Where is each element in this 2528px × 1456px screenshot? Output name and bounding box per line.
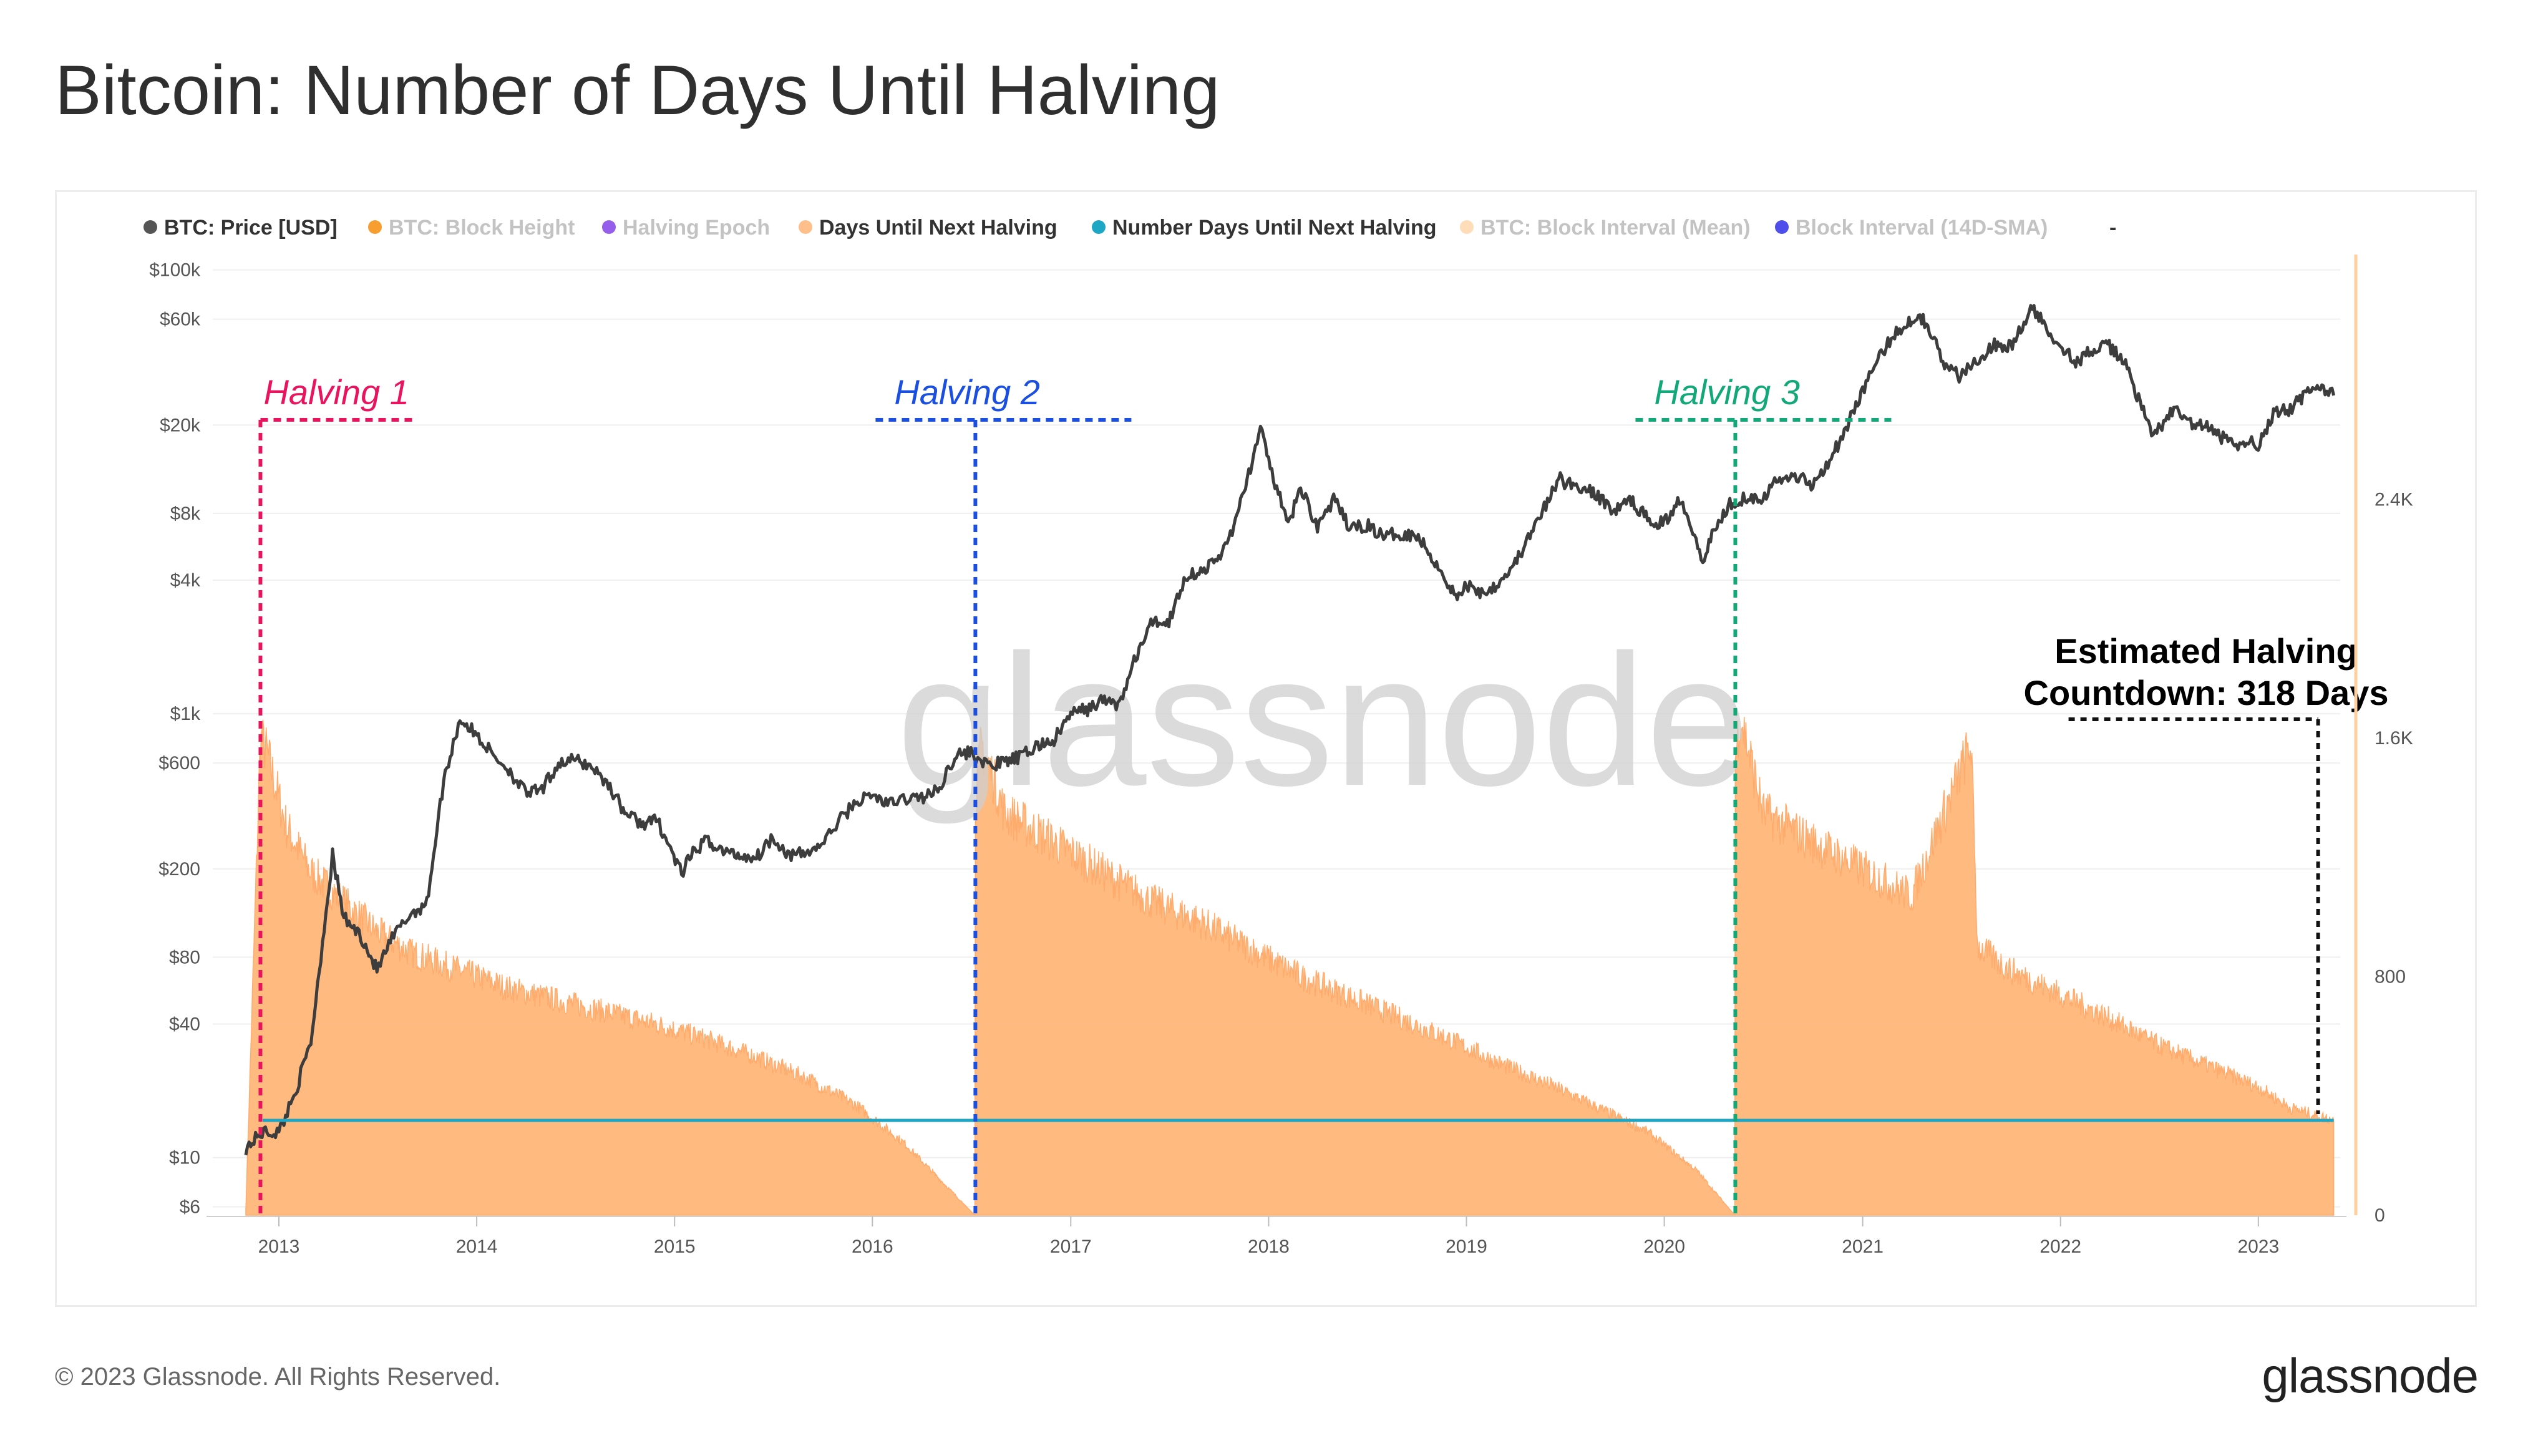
x-tick-label: 2015 — [654, 1236, 696, 1257]
legend-label: - — [2109, 216, 2116, 240]
y-left-tick-label: $4k — [170, 570, 201, 591]
legend-label: Block Interval (14D-SMA) — [1796, 216, 2048, 240]
legend-label: Halving Epoch — [623, 216, 770, 240]
watermark-text: glassnode — [897, 615, 1750, 826]
y-left-tick-label: $60k — [160, 309, 201, 330]
legend-label: BTC: Price [USD] — [164, 216, 338, 240]
legend-item[interactable]: BTC: Block Interval (Mean) — [1460, 216, 1751, 240]
legend-item[interactable]: BTC: Price [USD] — [143, 216, 338, 240]
x-tick-label: 2018 — [1248, 1236, 1290, 1257]
estimate-label-line2: Countdown: 318 Days — [2024, 673, 2389, 712]
y-left-tick-label: $600 — [158, 753, 200, 774]
estimate-label-line1: Estimated Halving — [2054, 631, 2357, 671]
legend-item[interactable]: - — [2109, 216, 2116, 240]
legend-item[interactable]: BTC: Block Height — [368, 216, 575, 240]
chart-panel: glassnode Halving 1 Halving 2 Halving 3 Est… — [55, 190, 2477, 1307]
y-left-tick-label: $40 — [169, 1014, 200, 1034]
y-left-tick-label: $6 — [180, 1197, 200, 1218]
y-left-tick-label: $100k — [149, 260, 201, 281]
legend-item[interactable]: Halving Epoch — [602, 216, 770, 240]
x-tick-label: 2016 — [852, 1236, 893, 1257]
legend-dot — [602, 220, 616, 234]
y-right-tick-label: 1.6K — [2375, 728, 2413, 749]
legend-dot — [143, 220, 157, 234]
y-left-tick-label: $1k — [170, 704, 201, 724]
copyright-text: © 2023 Glassnode. All Rights Reserved. — [55, 1363, 501, 1390]
halving1-label: Halving 1 — [263, 372, 409, 412]
btc-price-line — [244, 304, 2336, 1156]
legend-dot — [368, 220, 382, 234]
y-left-tick-label: $20k — [160, 415, 201, 435]
y-left-tick-label: $10 — [169, 1148, 200, 1168]
x-tick-label: 2023 — [2237, 1236, 2279, 1257]
legend-label: BTC: Block Interval (Mean) — [1480, 216, 1751, 240]
glassnode-logo: glassnode — [2262, 1348, 2479, 1403]
legend-item[interactable]: Days Until Next Halving — [799, 216, 1057, 240]
legend-dot — [1460, 220, 1474, 234]
legend-dot — [1775, 220, 1789, 234]
legend-label: Days Until Next Halving — [819, 216, 1057, 240]
legend-item[interactable]: Number Days Until Next Halving — [1092, 216, 1437, 240]
y-left-tick-label: $8k — [170, 503, 201, 524]
x-tick-label: 2019 — [1446, 1236, 1487, 1257]
y-left-tick-label: $200 — [158, 859, 200, 880]
y-right-tick-label: 0 — [2375, 1205, 2385, 1226]
days-until-halving-area — [245, 717, 2335, 1217]
chart-svg: glassnode Halving 1 Halving 2 Halving 3 Est… — [143, 216, 2413, 1257]
y-right-tick-label: 2.4K — [2375, 490, 2413, 510]
x-tick-label: 2020 — [1643, 1236, 1685, 1257]
x-tick-label: 2013 — [258, 1236, 300, 1257]
legend-dot — [799, 220, 812, 234]
halving3-label: Halving 3 — [1654, 372, 1799, 412]
legend-dot — [1092, 220, 1106, 234]
legend-label: Number Days Until Next Halving — [1112, 216, 1437, 240]
y-right-tick-label: 800 — [2375, 967, 2406, 988]
x-tick-label: 2014 — [456, 1236, 498, 1257]
legend-item[interactable]: Block Interval (14D-SMA) — [1775, 216, 2048, 240]
legend-label: BTC: Block Height — [389, 216, 575, 240]
y-left-tick-label: $80 — [169, 947, 200, 968]
page-title: Bitcoin: Number of Days Until Halving — [55, 51, 1220, 129]
x-tick-label: 2022 — [2039, 1236, 2081, 1257]
halving2-label: Halving 2 — [894, 372, 1039, 412]
x-tick-label: 2021 — [1842, 1236, 1884, 1257]
x-tick-label: 2017 — [1050, 1236, 1092, 1257]
